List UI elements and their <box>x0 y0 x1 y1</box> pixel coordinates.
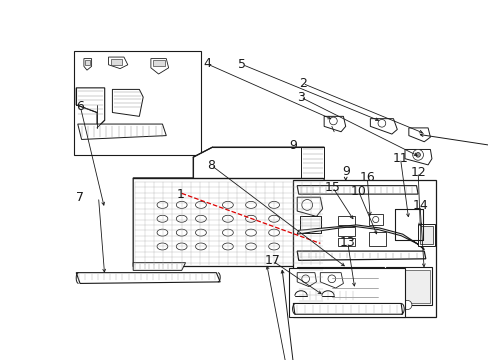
Polygon shape <box>301 147 324 178</box>
Polygon shape <box>324 266 384 309</box>
Text: 2: 2 <box>298 77 306 90</box>
Polygon shape <box>133 263 185 270</box>
Polygon shape <box>84 59 91 70</box>
Bar <box>337 238 354 247</box>
Text: 8: 8 <box>206 159 215 172</box>
Polygon shape <box>133 147 324 266</box>
Text: 6: 6 <box>76 100 84 113</box>
Bar <box>289 268 404 317</box>
Polygon shape <box>297 197 322 216</box>
Circle shape <box>329 117 337 125</box>
Circle shape <box>372 216 378 222</box>
Polygon shape <box>408 128 429 142</box>
Polygon shape <box>297 273 316 287</box>
Text: 17: 17 <box>264 254 280 267</box>
Polygon shape <box>108 57 127 69</box>
Text: 13: 13 <box>339 236 355 249</box>
Text: 9: 9 <box>341 165 349 178</box>
Bar <box>368 232 385 246</box>
Bar <box>299 216 321 233</box>
Polygon shape <box>369 119 396 134</box>
Polygon shape <box>299 289 357 301</box>
Polygon shape <box>297 225 424 249</box>
Polygon shape <box>112 89 143 116</box>
Circle shape <box>301 275 309 283</box>
Text: 16: 16 <box>359 171 374 184</box>
Text: 1: 1 <box>177 188 184 201</box>
Polygon shape <box>419 226 432 244</box>
Bar <box>337 216 354 225</box>
Polygon shape <box>111 59 122 65</box>
Text: 7: 7 <box>76 190 84 203</box>
Circle shape <box>402 300 411 310</box>
Text: 9: 9 <box>288 139 297 152</box>
Bar <box>337 227 354 236</box>
Bar <box>368 214 382 225</box>
Text: 3: 3 <box>296 91 304 104</box>
Text: 5: 5 <box>238 58 246 71</box>
Polygon shape <box>320 273 343 288</box>
Bar <box>417 224 434 246</box>
Polygon shape <box>404 149 431 165</box>
Polygon shape <box>297 266 324 309</box>
Circle shape <box>377 300 386 310</box>
Polygon shape <box>385 266 431 305</box>
Circle shape <box>361 300 370 310</box>
Text: 11: 11 <box>392 152 407 165</box>
Polygon shape <box>76 88 104 128</box>
Polygon shape <box>153 60 164 66</box>
Text: 4: 4 <box>203 58 211 71</box>
Polygon shape <box>151 59 168 74</box>
Polygon shape <box>297 251 425 260</box>
Circle shape <box>301 199 312 210</box>
Text: 15: 15 <box>324 181 340 194</box>
Polygon shape <box>76 273 220 283</box>
Text: 12: 12 <box>409 166 425 179</box>
Text: 10: 10 <box>350 185 366 198</box>
Polygon shape <box>324 116 345 132</box>
Polygon shape <box>293 303 402 314</box>
Polygon shape <box>386 270 429 303</box>
Circle shape <box>412 149 423 160</box>
Circle shape <box>327 275 335 283</box>
Circle shape <box>415 153 420 157</box>
Polygon shape <box>297 186 417 194</box>
Polygon shape <box>78 124 166 139</box>
Bar <box>74 51 201 155</box>
Polygon shape <box>85 60 90 65</box>
Text: 14: 14 <box>411 199 427 212</box>
Circle shape <box>377 120 385 127</box>
Bar <box>293 180 435 317</box>
